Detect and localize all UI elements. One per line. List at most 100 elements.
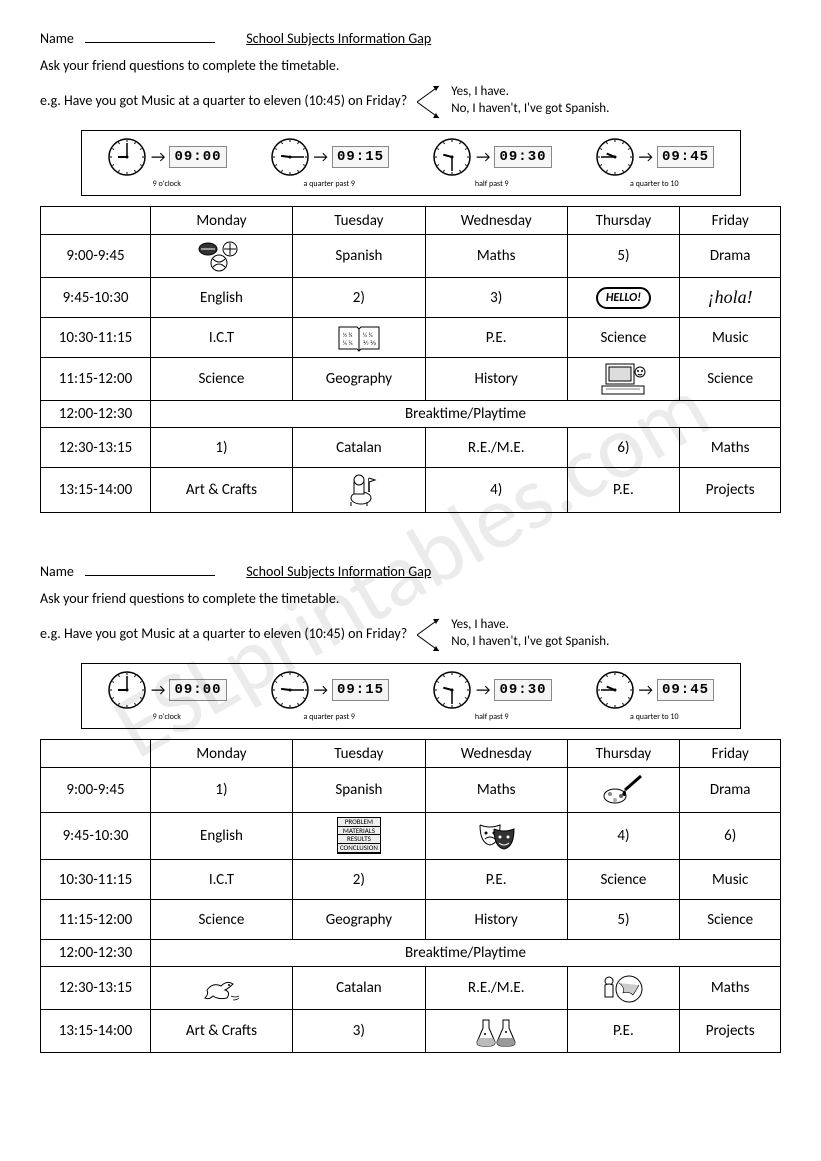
subject-cell: 2) — [292, 860, 425, 900]
clock-pair: → 09:30 half past 9 — [432, 670, 552, 722]
header-line: Name School Subjects Information Gap — [40, 563, 781, 580]
timetable-a: MondayTuesdayWednesdayThursdayFriday 9:0… — [40, 206, 781, 513]
time-cell: 12:30-13:15 — [41, 967, 151, 1010]
table-row: 11:15-12:00ScienceGeographyHistory5)Scie… — [41, 900, 781, 940]
subject-icon-cell — [151, 967, 293, 1010]
example-row: e.g. Have you got Music at a quarter to … — [40, 82, 781, 118]
subject-icon-cell — [425, 1010, 567, 1053]
time-cell: 10:30-11:15 — [41, 860, 151, 900]
day-header: Thursday — [567, 207, 680, 235]
subject-cell: Geography — [292, 358, 425, 401]
subject-icon-cell — [567, 358, 680, 401]
subject-cell: 1) — [151, 428, 293, 468]
subject-cell: Drama — [680, 235, 781, 278]
clock-caption: half past 9 — [475, 179, 509, 189]
instruction-text: Ask your friend questions to complete th… — [40, 57, 781, 74]
arrow-right-icon: → — [151, 681, 165, 700]
day-header: Wednesday — [425, 740, 567, 768]
arrow-right-icon: → — [639, 681, 653, 700]
subject-cell: Projects — [680, 468, 781, 513]
answers-box: Yes, I have. No, I haven't, I've got Spa… — [427, 615, 609, 651]
subject-cell: Science — [567, 860, 680, 900]
time-cell: 9:00-9:45 — [41, 768, 151, 813]
analog-clock-icon — [595, 137, 635, 177]
answer-yes: Yes, I have. — [451, 617, 609, 632]
digital-clock: 09:30 — [494, 146, 551, 168]
arrow-right-icon: → — [476, 681, 490, 700]
subject-cell: Catalan — [292, 428, 425, 468]
sports-balls-icon — [196, 239, 246, 273]
clock-pair: → 09:45 a quarter to 10 — [595, 670, 715, 722]
svg-text:⅓ ⅔: ⅓ ⅔ — [363, 331, 373, 339]
time-cell: 9:45-10:30 — [41, 813, 151, 860]
day-header: Tuesday — [292, 740, 425, 768]
clock-strip: → 09:00 9 o'clock → 09:15 a quarter past… — [81, 130, 741, 196]
table-row: 13:15-14:00Art & Crafts3) P.E.Projects — [41, 1010, 781, 1053]
subject-cell: I.C.T — [151, 860, 293, 900]
knight-icon — [339, 472, 379, 508]
hello-bubble-icon: HELLO! — [596, 287, 651, 309]
header-line: Name School Subjects Information Gap — [40, 30, 781, 47]
subject-icon-cell — [425, 813, 567, 860]
analog-clock-icon — [270, 137, 310, 177]
time-cell: 12:30-13:15 — [41, 428, 151, 468]
subject-cell: 3) — [425, 278, 567, 318]
time-cell: 13:15-14:00 — [41, 1010, 151, 1053]
subject-cell: Art & Crafts — [151, 1010, 293, 1053]
subject-cell: Catalan — [292, 967, 425, 1010]
clock-pair: → 09:45 a quarter to 10 — [595, 137, 715, 189]
svg-text:⅕ ⅖: ⅕ ⅖ — [343, 339, 353, 347]
subject-cell: Maths — [680, 428, 781, 468]
flasks-icon — [473, 1014, 519, 1048]
subject-icon-cell — [292, 468, 425, 513]
subject-cell: 6) — [567, 428, 680, 468]
time-cell: 11:15-12:00 — [41, 900, 151, 940]
subject-icon-cell: PROBLEMMATERIALSRESULTSCONCLUSION — [292, 813, 425, 860]
analog-clock-icon — [107, 670, 147, 710]
clock-pair: → 09:00 9 o'clock — [107, 670, 227, 722]
hola-icon: ¡hola! — [708, 287, 753, 307]
subject-cell: History — [425, 900, 567, 940]
subject-cell: English — [151, 813, 293, 860]
corner-cell — [41, 207, 151, 235]
computer-icon — [600, 362, 646, 396]
subject-cell: 6) — [680, 813, 781, 860]
digital-clock: 09:15 — [332, 679, 389, 701]
analog-clock-icon — [595, 670, 635, 710]
day-header: Friday — [680, 207, 781, 235]
globe-person-icon — [599, 971, 647, 1005]
subject-cell: Maths — [425, 235, 567, 278]
arrow-right-icon: → — [314, 148, 328, 167]
clock-caption: a quarter past 9 — [304, 712, 355, 722]
branching-arrows-icon — [417, 613, 447, 657]
day-header: Monday — [151, 740, 293, 768]
name-blank[interactable] — [85, 575, 215, 576]
subject-cell: Maths — [680, 967, 781, 1010]
example-text: e.g. Have you got Music at a quarter to … — [40, 92, 407, 109]
science-steps-icon: PROBLEMMATERIALSRESULTSCONCLUSION — [337, 817, 381, 854]
name-label: Name — [40, 30, 74, 47]
digital-clock: 09:45 — [657, 146, 714, 168]
analog-clock-icon — [432, 137, 472, 177]
break-row: 12:00-12:30 Breaktime/Playtime — [41, 401, 781, 428]
clock-caption: 9 o'clock — [153, 179, 181, 189]
digital-clock: 09:00 — [169, 146, 226, 168]
clock-caption: a quarter past 9 — [304, 179, 355, 189]
table-row: 10:30-11:15I.C.T ½ ¾⅓ ⅔ ⅕ ⅖⅐ ⅑ P.E.Scien… — [41, 318, 781, 358]
subject-cell: Spanish — [292, 235, 425, 278]
paintbrush-icon — [601, 772, 645, 808]
branching-arrows-icon — [417, 80, 447, 124]
name-blank[interactable] — [85, 42, 215, 43]
example-row: e.g. Have you got Music at a quarter to … — [40, 615, 781, 651]
table-row: 10:30-11:15I.C.T2)P.E.ScienceMusic — [41, 860, 781, 900]
day-header: Friday — [680, 740, 781, 768]
subject-cell: 4) — [567, 813, 680, 860]
subject-cell: Spanish — [292, 768, 425, 813]
subject-cell: 5) — [567, 900, 680, 940]
clock-strip: → 09:00 9 o'clock → 09:15 a quarter past… — [81, 663, 741, 729]
subject-cell: P.E. — [567, 1010, 680, 1053]
answer-no: No, I haven't, I've got Spanish. — [451, 101, 609, 116]
subject-cell: 3) — [292, 1010, 425, 1053]
subject-icon-cell: ¡hola! — [680, 278, 781, 318]
dove-icon — [199, 972, 243, 1004]
